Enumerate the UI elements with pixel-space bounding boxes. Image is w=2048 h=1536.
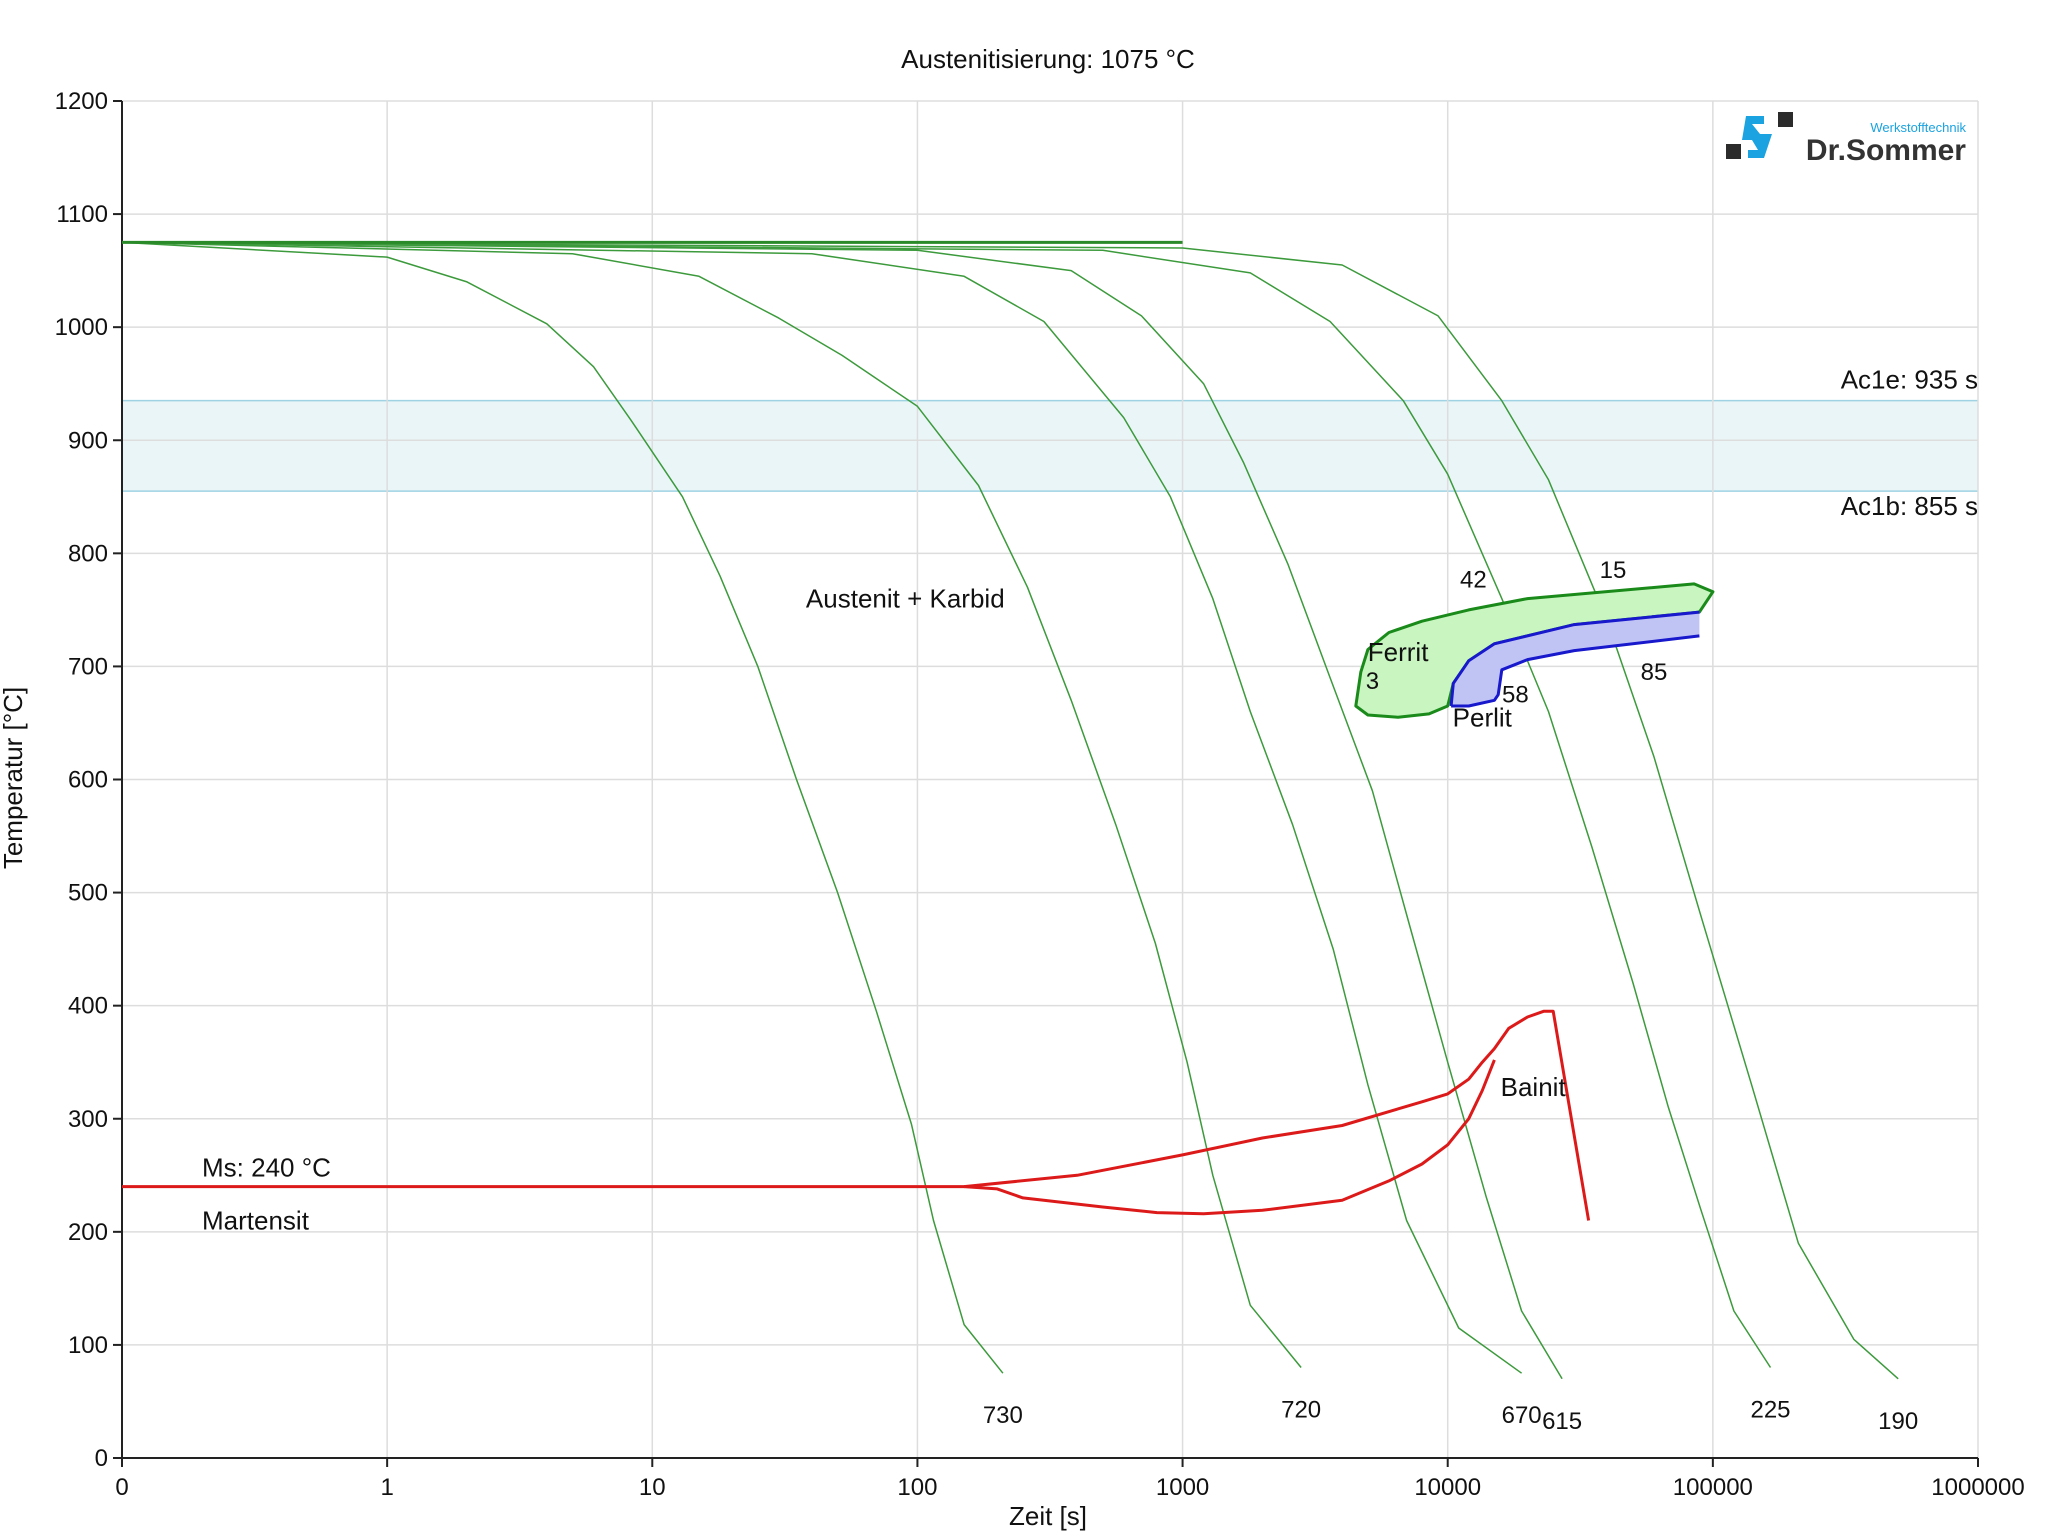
cooling-curve-label: 615 [1542, 1408, 1582, 1435]
y-tick-label: 600 [68, 767, 108, 794]
y-tick-labels: 0 100 200 300 400 500 600 700 800 900 1000 1100 1200 [55, 88, 108, 1472]
x-tick-label: 100 [897, 1474, 937, 1501]
y-tick-label: 1000 [55, 314, 108, 341]
phase-percent-label: 58 [1502, 682, 1529, 709]
cooling-curve-label: 225 [1750, 1397, 1790, 1424]
bainite-lower [963, 1059, 1496, 1216]
phase-percent-label: 15 [1600, 557, 1627, 584]
y-tick-label: 700 [68, 653, 108, 680]
bainite-upper [963, 1009, 1591, 1221]
perlite-bottom [1451, 634, 1700, 708]
cooling-curve-615 [121, 241, 1563, 1380]
diagram-labels: Austenit + Karbid Ferrit Perlit Bainit Marte… [202, 557, 1667, 1235]
region-label-bainit: Bainit [1501, 1072, 1567, 1102]
transformation-regions [122, 582, 1715, 1221]
y-tick-label: 300 [68, 1106, 108, 1133]
x-tick-label: 10 [639, 1474, 666, 1501]
cooling-curve-label: 730 [983, 1402, 1023, 1429]
ac1e-label: Ac1e: 935 s [1841, 365, 1978, 395]
phase-percent-label: 3 [1366, 668, 1379, 695]
phase-percent-label: 42 [1460, 566, 1487, 593]
x-tick-label: 10000 [1414, 1474, 1481, 1501]
region-label-perlit: Perlit [1453, 702, 1513, 732]
logo-brand: Dr.Sommer [1806, 134, 1966, 167]
logo-s-icon [1742, 116, 1772, 158]
y-tick-label: 1100 [56, 201, 108, 228]
region-label-martensit: Martensit [202, 1206, 310, 1236]
phase-percent-label: 85 [1641, 659, 1668, 686]
logo-square-dark-top [1778, 112, 1793, 127]
ac-band-fill [122, 400, 1978, 492]
x-tick-labels: 0 1 10 100 1000 10000 100000 1000000 [115, 1474, 2024, 1501]
cooling-curve-730 [121, 241, 1004, 1374]
logo-tagline: Werkstofftechnik [1870, 120, 1966, 135]
company-logo: Werkstofftechnik Dr.Sommer [1726, 112, 1966, 167]
y-tick-label: 900 [68, 427, 108, 454]
cooling-curve-label: 720 [1281, 1397, 1321, 1424]
y-tick-label: 100 [68, 1332, 108, 1359]
region-label-ferrit: Ferrit [1368, 637, 1429, 667]
y-tick-label: 0 [95, 1445, 108, 1472]
y-tick-label: 800 [68, 540, 108, 567]
logo-square-dark-bottom [1726, 144, 1741, 159]
perlite-region-fill [1451, 612, 1700, 706]
y-tick-label: 500 [68, 880, 108, 907]
x-tick-label: 100000 [1673, 1474, 1753, 1501]
y-tick-label: 1200 [55, 88, 108, 115]
x-tick-label: 1000000 [1931, 1474, 2024, 1501]
x-tick-label: 1000 [1156, 1474, 1209, 1501]
cooling-curve-label: 670 [1502, 1402, 1542, 1429]
ac1b-label: Ac1b: 855 s [1841, 491, 1978, 521]
x-tick-label: 1 [380, 1474, 393, 1501]
x-axis-title: Zeit [s] [1009, 1501, 1087, 1531]
cooling-curve-670 [121, 241, 1523, 1374]
y-tick-label: 400 [68, 993, 108, 1020]
region-label-austenit-karbid: Austenit + Karbid [806, 584, 1005, 614]
axes [113, 100, 1979, 1467]
y-axis-title: Temperatur [°C] [0, 687, 28, 869]
x-tick-label: 0 [115, 1474, 128, 1501]
ac-band: Ac1e: 935 s Ac1b: 855 s [122, 365, 1978, 521]
chart-title: Austenitisierung: 1075 °C [901, 44, 1195, 74]
ms-label: Ms: 240 °C [202, 1153, 331, 1183]
grid [122, 100, 1979, 1458]
cooling-curve-label: 190 [1878, 1408, 1918, 1435]
perlite-top [1449, 610, 1700, 707]
cooling-curve-720 [121, 241, 1302, 1368]
y-tick-label: 200 [68, 1219, 108, 1246]
